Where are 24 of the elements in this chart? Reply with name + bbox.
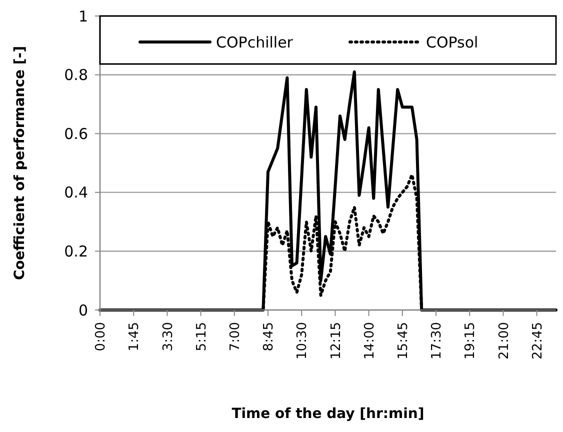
x-tick-label: 3:30 [160, 322, 176, 352]
x-tick-label: 10:30 [295, 322, 310, 360]
y-tick-label: 0.6 [64, 124, 88, 143]
x-tick-label: 12:15 [328, 322, 344, 360]
legend-label: COPsol [426, 33, 478, 52]
y-tick-label: 0 [78, 301, 88, 320]
y-tick-label: 0.4 [64, 184, 88, 202]
x-tick-label: 8:45 [262, 322, 277, 352]
x-tick-label: 0:00 [94, 322, 109, 352]
x-tick-label: 22:45 [530, 322, 546, 360]
x-tick-label: 15:45 [396, 322, 411, 360]
x-tick-label: 14:00 [362, 322, 378, 360]
x-axis-title: Time of the day [hr:min] [232, 406, 424, 422]
y-tick-label: 0.8 [64, 66, 88, 84]
x-tick-label: 21:00 [496, 322, 512, 360]
y-axis-title: Coefficient of performance [-] [12, 46, 28, 280]
x-tick-label: 17:30 [430, 322, 445, 360]
x-tick-label: 5:15 [194, 322, 210, 352]
x-tick-label: 1:45 [127, 322, 142, 352]
legend-label: COPchiller [216, 33, 294, 52]
y-tick-label: 1 [78, 7, 88, 26]
x-tick-label: 7:00 [228, 322, 243, 352]
x-tick-label: 19:15 [463, 322, 478, 360]
y-tick-label: 0.2 [64, 242, 88, 260]
